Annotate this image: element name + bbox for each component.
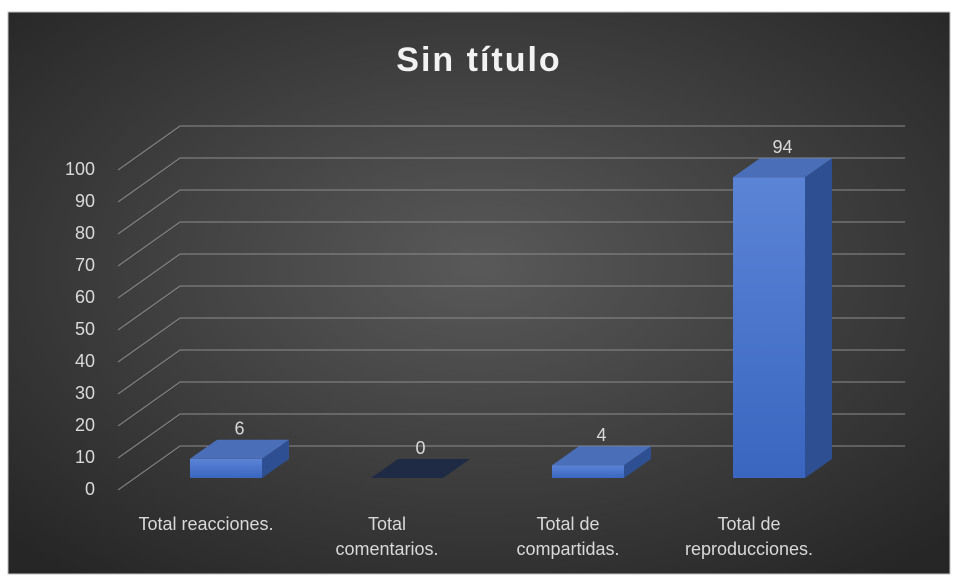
bar — [371, 459, 470, 478]
y-tick-label: 80 — [75, 223, 95, 243]
bar-top — [733, 158, 832, 178]
grid-line — [117, 413, 905, 459]
bar-side — [262, 439, 289, 478]
chart-title: Sin título — [396, 41, 561, 79]
y-tick-label: 70 — [75, 255, 95, 275]
x-tick-label: Total de reproducciones. — [684, 514, 814, 559]
grid-line — [117, 349, 905, 395]
y-tick-label: 40 — [75, 351, 95, 371]
bar-side — [624, 446, 651, 478]
bar-top — [371, 459, 470, 478]
y-tick-label: 90 — [75, 191, 95, 211]
grid-line — [117, 221, 905, 267]
bar — [190, 439, 289, 478]
x-tick-label: Total comentarios. — [335, 514, 439, 559]
grid-line — [117, 445, 905, 491]
y-tick-label: 20 — [75, 415, 95, 435]
bar-front — [733, 177, 805, 478]
y-tick-label: 0 — [85, 479, 95, 499]
y-tick-label: 30 — [75, 383, 95, 403]
data-label: 4 — [596, 425, 606, 445]
bar-top — [552, 446, 651, 466]
data-label: 0 — [415, 438, 425, 458]
grid-line — [117, 285, 905, 331]
y-tick-label: 60 — [75, 287, 95, 307]
x-tick-label: Total de compartidas. — [516, 514, 620, 559]
bar — [733, 158, 832, 478]
grid-line — [117, 381, 905, 427]
y-tick-label: 100 — [65, 159, 95, 179]
bar-side — [805, 158, 832, 478]
grid-line — [117, 189, 905, 235]
grid-line — [117, 253, 905, 299]
x-tick-label: Total reacciones. — [138, 514, 274, 534]
y-tick-label: 10 — [75, 447, 95, 467]
grid-line — [117, 317, 905, 363]
grid-line — [117, 157, 905, 203]
bar — [552, 446, 651, 478]
data-label: 94 — [772, 137, 792, 157]
data-label: 6 — [234, 419, 244, 439]
bar-front — [190, 458, 262, 478]
bar-front — [552, 465, 624, 478]
y-tick-label: 50 — [75, 319, 95, 339]
grid-line — [117, 125, 905, 171]
bar-top — [190, 439, 289, 459]
